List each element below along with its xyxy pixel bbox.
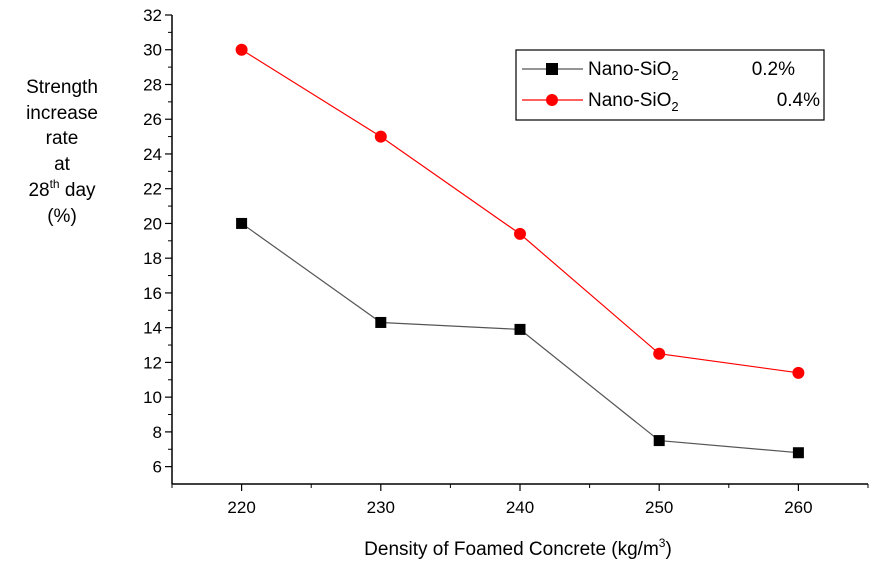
y-axis-label-th: th — [50, 177, 60, 191]
y-tick-label-24: 24 — [143, 145, 162, 164]
y-tick-label-12: 12 — [143, 353, 162, 372]
series-1-point-230 — [375, 316, 387, 328]
series-2-point-250 — [653, 347, 666, 360]
y-tick-label-30: 30 — [143, 41, 162, 60]
x-axis-label-main: Density of Foamed Concrete (kg/m — [364, 539, 659, 560]
y-tick-label-18: 18 — [143, 249, 162, 268]
y-tick-label-32: 32 — [143, 6, 162, 25]
legend-label-2-sub: 2 — [671, 99, 678, 114]
y-axis-label-line-6: (%) — [47, 206, 77, 227]
x-tick-label-250: 250 — [645, 498, 673, 517]
series-layer — [235, 43, 805, 459]
legend-label-1-name: Nano-SiO — [588, 59, 671, 80]
legend-label-2-name: Nano-SiO — [588, 90, 671, 111]
y-axis-label: Strength increase rate at 28th day (%) — [26, 77, 98, 227]
y-tick-label-16: 16 — [143, 284, 162, 303]
x-tick-label-260: 260 — [784, 498, 812, 517]
legend-entry-1: Nano-SiO2 0.2% — [522, 59, 795, 83]
legend-entry-2: Nano-SiO2 0.4% — [522, 90, 820, 114]
y-axis-label-line-1: Strength — [26, 77, 98, 98]
y-axis-label-day: day — [60, 180, 96, 201]
y-tick-label-22: 22 — [143, 180, 162, 199]
series-1-point-250 — [653, 435, 665, 447]
series-2-point-230 — [374, 130, 387, 143]
x-ticks: 220 230 240 250 260 — [171, 484, 869, 517]
series-2-point-260 — [792, 366, 805, 379]
y-tick-label-20: 20 — [143, 214, 162, 233]
legend-box — [515, 49, 825, 121]
y-tick-label-8: 8 — [153, 423, 162, 442]
y-axis-label-line-2: increase — [26, 103, 98, 124]
legend-pct-2: 0.4% — [777, 90, 820, 111]
legend-label-1: Nano-SiO2 — [588, 59, 679, 83]
y-tick-label-14: 14 — [143, 319, 162, 338]
y-tick-label-28: 28 — [143, 75, 162, 94]
series-2-point-220 — [235, 43, 248, 56]
legend-marker-1 — [546, 63, 558, 75]
y-tick-label-10: 10 — [143, 388, 162, 407]
y-axis-label-line-3: rate — [46, 128, 79, 149]
legend: Nano-SiO2 0.2% Nano-SiO2 0.4% — [515, 49, 825, 121]
y-axis-label-line-4: at — [54, 154, 71, 175]
legend-marker-2 — [546, 94, 558, 106]
x-axis-label-tail: ) — [665, 539, 671, 560]
series-1-point-220 — [236, 217, 248, 229]
series-line-1 — [241, 222, 799, 454]
y-axis-label-line-5: 28th day — [28, 177, 96, 201]
series-1-point-260 — [792, 447, 804, 459]
x-axis-label: Density of Foamed Concrete (kg/m3) — [364, 536, 672, 560]
x-axis-label-sup: 3 — [659, 536, 666, 550]
x-tick-label-220: 220 — [227, 498, 255, 517]
legend-label-2: Nano-SiO2 — [588, 90, 679, 114]
series-2-point-240 — [514, 227, 526, 240]
y-axis-label-28: 28 — [28, 180, 49, 201]
y-ticks: 6 8 10 12 14 16 18 20 22 24 26 28 30 32 — [143, 6, 172, 477]
series-1-point-240 — [514, 323, 526, 335]
y-tick-label-6: 6 — [153, 458, 162, 477]
legend-label-1-sub: 2 — [671, 68, 678, 83]
x-tick-label-230: 230 — [367, 498, 395, 517]
legend-pct-1: 0.2% — [752, 59, 795, 80]
y-tick-label-26: 26 — [143, 110, 162, 129]
x-tick-label-240: 240 — [506, 498, 534, 517]
